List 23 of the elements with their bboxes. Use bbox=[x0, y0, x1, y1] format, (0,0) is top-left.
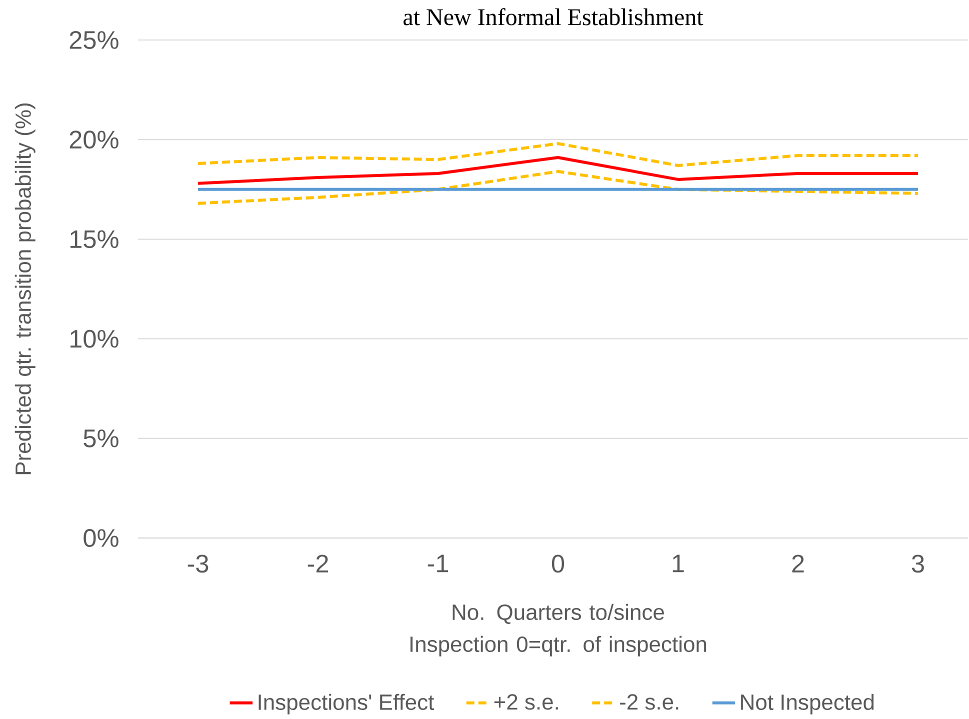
x-tick-label: 3 bbox=[912, 554, 924, 573]
x-tick-label: 2 bbox=[792, 554, 804, 572]
y-tick-label: 0% bbox=[84, 529, 118, 547]
y-tick-label: 20% bbox=[70, 130, 118, 149]
x-tick-label: -2 bbox=[308, 554, 328, 572]
legend-label: Not Inspected bbox=[741, 694, 874, 714]
y-tick-label: 15% bbox=[70, 230, 118, 248]
x-tick-label: -1 bbox=[428, 554, 448, 572]
x-axis-title: No. Quarters to/since Inspection 0=qtr. of inspection bbox=[410, 604, 706, 656]
line-series bbox=[196, 142, 920, 167]
legend-label: Inspections' Effect bbox=[258, 694, 434, 714]
chart-title: at New Informal Establishment bbox=[404, 8, 704, 26]
line-series bbox=[196, 156, 920, 185]
line-series bbox=[196, 170, 920, 205]
x-tick-label: 1 bbox=[672, 554, 684, 572]
x-tick-label: 0 bbox=[552, 554, 564, 573]
y-tick-label: 5% bbox=[84, 430, 118, 448]
y-tick-label: 25% bbox=[70, 31, 118, 49]
legend-label: +2 s.e. bbox=[494, 694, 558, 710]
legend-label: -2 s.e. bbox=[620, 694, 678, 710]
y-tick-label: 10% bbox=[70, 330, 118, 348]
x-tick-label: -3 bbox=[188, 554, 208, 573]
y-axis-title: Predicted qtr. transition probability (%) bbox=[14, 104, 36, 474]
